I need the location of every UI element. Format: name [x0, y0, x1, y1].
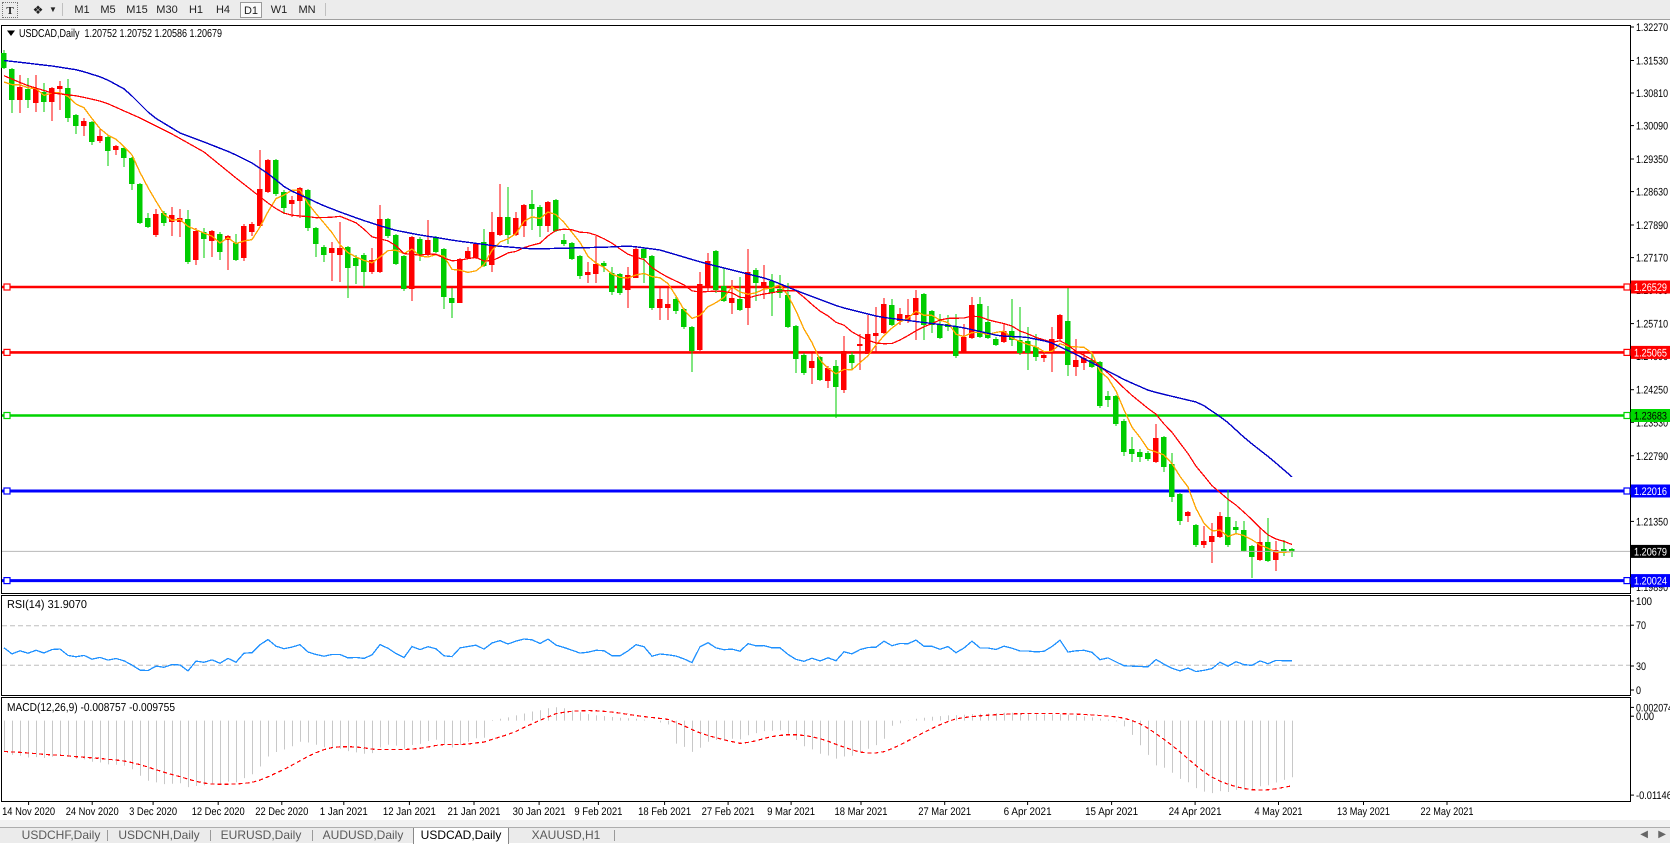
svg-text:22 May 2021: 22 May 2021 [1421, 806, 1474, 818]
svg-text:3 Dec 2020: 3 Dec 2020 [129, 806, 177, 818]
svg-text:18 Feb 2021: 18 Feb 2021 [638, 806, 691, 818]
svg-text:27 Feb 2021: 27 Feb 2021 [702, 806, 755, 818]
svg-text:30: 30 [1636, 661, 1646, 673]
svg-text:70: 70 [1636, 620, 1646, 632]
svg-text:MACD(12,26,9) -0.008757 -0.009: MACD(12,26,9) -0.008757 -0.009755 [7, 702, 175, 714]
svg-text:100: 100 [1636, 596, 1652, 608]
svg-text:1.29350: 1.29350 [1636, 154, 1668, 166]
svg-text:9 Mar 2021: 9 Mar 2021 [767, 806, 815, 818]
svg-text:1.25065: 1.25065 [1634, 347, 1667, 359]
svg-text:1.32270: 1.32270 [1636, 22, 1668, 34]
svg-text:1.28630: 1.28630 [1636, 187, 1668, 199]
svg-text:27 Mar 2021: 27 Mar 2021 [918, 806, 971, 818]
svg-text:13 May 2021: 13 May 2021 [1337, 806, 1390, 818]
svg-text:-0.011462: -0.011462 [1636, 790, 1670, 802]
svg-text:6 Apr 2021: 6 Apr 2021 [1004, 806, 1052, 818]
svg-text:14 Nov 2020: 14 Nov 2020 [2, 806, 55, 818]
svg-text:21 Jan 2021: 21 Jan 2021 [448, 806, 501, 818]
svg-text:24 Apr 2021: 24 Apr 2021 [1169, 806, 1222, 818]
svg-text:1.31530: 1.31530 [1636, 56, 1668, 68]
svg-text:1.25710: 1.25710 [1636, 319, 1668, 331]
svg-text:12 Jan 2021: 12 Jan 2021 [383, 806, 436, 818]
svg-text:12 Dec 2020: 12 Dec 2020 [192, 806, 245, 818]
svg-text:30 Jan 2021: 30 Jan 2021 [513, 806, 566, 818]
svg-text:1.22016: 1.22016 [1634, 486, 1667, 498]
svg-text:1.30090: 1.30090 [1636, 121, 1668, 133]
svg-text:RSI(14) 31.9070: RSI(14) 31.9070 [7, 599, 87, 611]
svg-text:1.20024: 1.20024 [1634, 576, 1667, 588]
svg-text:1.26529: 1.26529 [1634, 282, 1667, 294]
svg-text:1.30810: 1.30810 [1636, 88, 1668, 100]
svg-text:9 Feb 2021: 9 Feb 2021 [574, 806, 622, 818]
svg-text:1.27170: 1.27170 [1636, 253, 1668, 265]
svg-text:1.20679: 1.20679 [1634, 546, 1667, 558]
svg-text:1.22790: 1.22790 [1636, 451, 1668, 463]
svg-text:4 May 2021: 4 May 2021 [1255, 806, 1303, 818]
svg-text:22 Dec 2020: 22 Dec 2020 [255, 806, 308, 818]
svg-text:1.23683: 1.23683 [1634, 411, 1667, 423]
svg-text:18 Mar 2021: 18 Mar 2021 [835, 806, 888, 818]
svg-text:1.21350: 1.21350 [1636, 516, 1668, 528]
svg-text:0.00: 0.00 [1636, 711, 1654, 723]
svg-text:1.24250: 1.24250 [1636, 385, 1668, 397]
svg-text:0: 0 [1636, 685, 1641, 697]
svg-text:24 Nov 2020: 24 Nov 2020 [66, 806, 119, 818]
svg-text:15 Apr 2021: 15 Apr 2021 [1085, 806, 1138, 818]
svg-text:0.002074: 0.002074 [1636, 702, 1670, 714]
svg-text:USDCAD,Daily 1.20752 1.20752: USDCAD,Daily 1.20752 1.20752 1.20586 1.2… [19, 28, 222, 40]
svg-text:1.27890: 1.27890 [1636, 220, 1668, 232]
svg-text:1 Jan 2021: 1 Jan 2021 [320, 806, 368, 818]
